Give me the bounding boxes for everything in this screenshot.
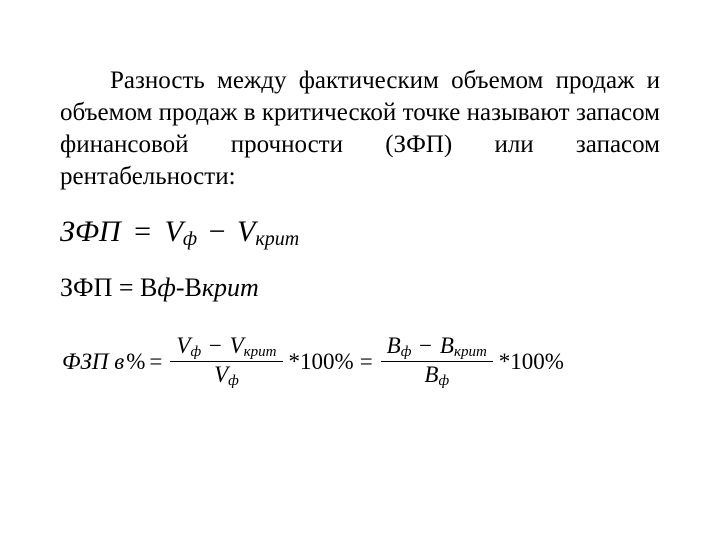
f3-f2-na-sub: ф (401, 344, 412, 360)
f3-eq2: = (356, 349, 377, 375)
f3-f2-nb: В (440, 333, 454, 358)
f3-f2-d: В (424, 362, 438, 387)
f2-b2: В (185, 273, 202, 302)
f1-eq: = (128, 215, 157, 248)
f3-eq: = (145, 349, 166, 375)
f3-pct: % (126, 349, 145, 375)
f2-lhs: ЗФП = (60, 273, 140, 302)
f3-f1-nb: V (230, 333, 244, 358)
formula-zfp-b: ЗФП = Вф-Вкрит (60, 273, 660, 303)
f2-dash: - (176, 273, 185, 302)
f3-frac1-num: Vф − Vкрит (170, 333, 282, 362)
f2-b1: В (140, 273, 157, 302)
f3-f2-minus: − (417, 333, 434, 358)
f3-f2-na: В (387, 333, 401, 358)
f3-frac2-den: Вф (418, 362, 455, 390)
f3-f2-d-sub: ф (438, 373, 449, 389)
f3-f1-nb-sub: крит (244, 344, 277, 360)
f1-v1-sub: ф (183, 228, 197, 250)
f1-minus: − (205, 215, 230, 248)
f2-b1-sub: ф (157, 273, 175, 302)
body-paragraph: Разность между фактическим объемом прода… (60, 65, 660, 193)
f1-v1: V (165, 215, 183, 248)
f3-times100a: *100% (287, 349, 356, 375)
f3-frac2-num: Вф − Вкрит (381, 333, 493, 362)
f3-f1-d-sub: ф (228, 373, 239, 389)
f3-frac1-den: Vф (208, 362, 245, 390)
formula-fzp-percent: ФЗП в % = Vф − Vкрит Vф *100% = Вф − Вкр… (60, 333, 660, 391)
f3-times100b: *100% (497, 349, 566, 375)
formula-zfp-v: ЗФП = Vф − Vкрит (60, 215, 660, 251)
f3-frac2: Вф − Вкрит Вф (381, 333, 493, 391)
f3-f1-d: V (214, 362, 228, 387)
f3-f1-minus: − (207, 333, 224, 358)
f3-f1-na-sub: ф (190, 344, 201, 360)
f1-lhs: ЗФП (60, 215, 121, 248)
f2-b2-sub: крит (202, 273, 259, 302)
f3-lhs: ФЗП в (60, 349, 126, 375)
f3-f1-na: V (176, 333, 190, 358)
f3-f2-nb-sub: крит (454, 344, 487, 360)
f1-v2: V (237, 215, 255, 248)
document-page: Разность между фактическим объемом прода… (0, 0, 720, 540)
f3-frac1: Vф − Vкрит Vф (170, 333, 282, 391)
f1-v2-sub: крит (255, 228, 299, 250)
